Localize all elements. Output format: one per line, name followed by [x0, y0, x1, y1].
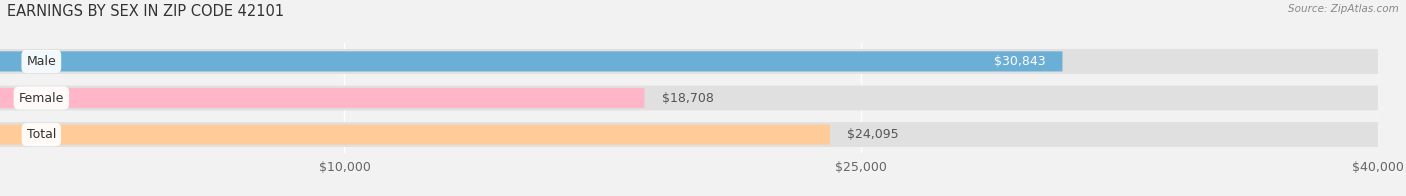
FancyBboxPatch shape	[0, 122, 1378, 147]
FancyBboxPatch shape	[0, 124, 830, 145]
Text: Total: Total	[27, 128, 56, 141]
Text: EARNINGS BY SEX IN ZIP CODE 42101: EARNINGS BY SEX IN ZIP CODE 42101	[7, 4, 284, 19]
Text: $18,708: $18,708	[662, 92, 713, 104]
FancyBboxPatch shape	[0, 88, 644, 108]
Text: $30,843: $30,843	[994, 55, 1045, 68]
FancyBboxPatch shape	[0, 86, 1378, 110]
FancyBboxPatch shape	[0, 49, 1378, 74]
FancyBboxPatch shape	[0, 51, 1063, 72]
Text: Source: ZipAtlas.com: Source: ZipAtlas.com	[1288, 4, 1399, 14]
Text: $24,095: $24,095	[848, 128, 898, 141]
Text: Female: Female	[18, 92, 65, 104]
Text: Male: Male	[27, 55, 56, 68]
